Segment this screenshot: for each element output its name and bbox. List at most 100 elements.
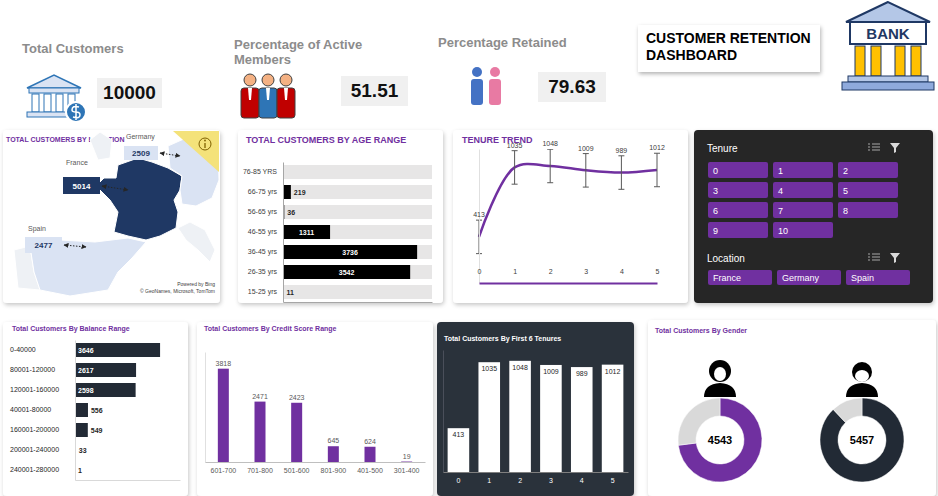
logo-text: BANK (866, 25, 909, 42)
slicer-button-label[interactable]: 7 (778, 206, 783, 216)
slicer-button-label[interactable]: 2 (843, 166, 848, 176)
slicer-button[interactable]: 0 (708, 162, 768, 178)
bar (401, 461, 412, 462)
data-label: 2423 (289, 394, 305, 401)
slicer-button-bg[interactable] (708, 162, 768, 178)
slicer-button-bg[interactable] (838, 182, 898, 198)
slicer-button[interactable]: Spain (846, 270, 910, 285)
balance-panel (3, 322, 188, 496)
slicer-button-label[interactable]: 5 (843, 186, 848, 196)
bar (448, 428, 470, 472)
data-label: 2509 (132, 149, 150, 158)
tick: 5 (656, 268, 660, 283)
bars (218, 369, 412, 462)
tick: 301-400 (394, 467, 420, 474)
axis-line (443, 351, 444, 473)
slicer-button[interactable]: 1 (773, 162, 833, 178)
kpi-icon-members (241, 74, 295, 118)
data-label: 1048 (512, 364, 528, 371)
slicer-button[interactable]: 3 (708, 182, 768, 198)
slicer-button-bg[interactable] (773, 202, 833, 218)
dashboard: BANKTOTAL CUSTOMERS BY LOCATIONFrance501… (0, 0, 938, 496)
bar (255, 402, 266, 462)
bar (328, 446, 339, 462)
slicer-button-label[interactable]: 1 (778, 166, 783, 176)
slicer-button-bg[interactable] (846, 270, 910, 285)
data-label: 3542 (339, 269, 355, 276)
tick-label: 401-500 (357, 467, 383, 474)
kpi-value: 79.63 (538, 72, 606, 102)
tick-label: 160001-200000 (10, 426, 59, 433)
tick-label: 240001-280000 (10, 466, 59, 473)
error-bar (512, 151, 518, 185)
tick-label: 1 (513, 268, 517, 275)
gender-panel (648, 320, 936, 496)
label-box (124, 146, 158, 160)
slicer-button[interactable]: 9 (708, 222, 768, 238)
slicer-button-bg[interactable] (708, 222, 768, 238)
tick-label: 15-25 yrs (248, 288, 278, 296)
trend-panel (453, 130, 688, 303)
slicer-button-label[interactable]: 10 (778, 226, 788, 236)
tick: 36-45 yrs (248, 248, 278, 256)
slicer-button[interactable]: 8 (838, 202, 898, 218)
slicer-button-label[interactable]: 8 (843, 206, 848, 216)
label-box (25, 237, 62, 253)
slicer-button[interactable]: 7 (773, 202, 833, 218)
slicer-button-bg[interactable] (838, 202, 898, 218)
slicer-button-label[interactable]: 9 (713, 226, 718, 236)
tick-label: 5 (611, 477, 615, 484)
data-label: 2617 (78, 367, 94, 374)
slicer-button-bg[interactable] (838, 162, 898, 178)
slicer-button[interactable]: 2 (838, 162, 898, 178)
slicer-button-label[interactable]: 0 (713, 166, 718, 176)
tick-label: 56-65 yrs (248, 208, 278, 216)
slicer-button-label[interactable]: Germany (782, 273, 820, 283)
tick-label: 80001-120000 (10, 366, 55, 373)
data-label: 3736 (342, 249, 358, 256)
slicer-button[interactable]: 5 (838, 182, 898, 198)
slicer-button-bg[interactable] (773, 222, 833, 238)
tick-label: 5 (656, 268, 660, 275)
bar-track (283, 205, 432, 219)
slicer-button-label[interactable]: 6 (713, 206, 718, 216)
tick: 801-900 (320, 467, 346, 474)
slicer-button[interactable]: Germany (777, 270, 841, 285)
bars (448, 361, 624, 472)
slicer-button-bg[interactable] (773, 162, 833, 178)
tick: 40001-80000 (10, 406, 51, 413)
bar-track (283, 265, 432, 279)
kpi-label: Percentage of Active Members (234, 37, 384, 67)
data-label: 1311 (299, 229, 314, 236)
dashboard-title: CUSTOMER RETENTION DASHBOARD (638, 25, 820, 72)
slicer-button[interactable]: 10 (773, 222, 833, 238)
slicer-button-label[interactable]: Spain (851, 273, 874, 283)
tick-label: 4 (620, 268, 624, 275)
slicer-button-label[interactable]: 3 (713, 186, 718, 196)
axis-line (480, 283, 658, 285)
male-icon (846, 362, 878, 397)
tick: 120001-160000 (10, 386, 59, 393)
data-label: 1035 (507, 142, 523, 149)
tick-label: 0 (478, 268, 482, 275)
leader-arrow (102, 186, 128, 190)
slicer-button[interactable]: France (708, 270, 772, 285)
slicer-button-bg[interactable] (708, 270, 772, 285)
bar (283, 185, 291, 199)
tick: 26-35 yrs (248, 268, 278, 276)
info-icon (173, 131, 219, 172)
bar (509, 361, 531, 472)
bank-logo: BANK (842, 2, 934, 90)
slicer-button-bg[interactable] (708, 202, 768, 218)
bar (75, 363, 136, 377)
slicer-button[interactable]: 6 (708, 202, 768, 218)
slicer-button[interactable]: 4 (773, 182, 833, 198)
slicer-button-bg[interactable] (773, 182, 833, 198)
slicer-button-label[interactable]: 4 (778, 186, 783, 196)
slicer-button-bg[interactable] (777, 270, 841, 285)
slicer-button-bg[interactable] (708, 182, 768, 198)
axis-line (206, 462, 426, 463)
slicer-button-label[interactable]: France (713, 273, 741, 283)
tick: 2 (549, 268, 553, 283)
kpi-value: 10000 (97, 78, 162, 108)
